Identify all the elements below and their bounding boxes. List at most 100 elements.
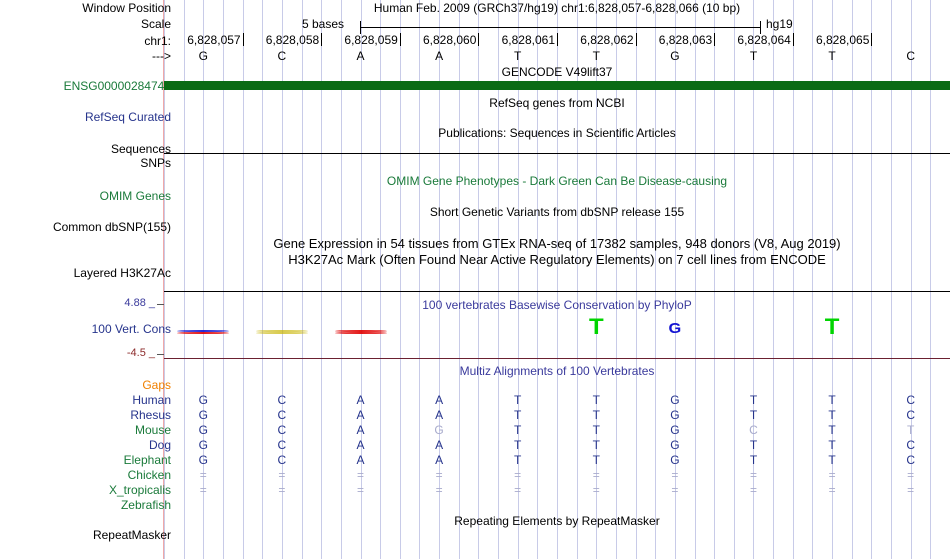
conservation-logo-letter[interactable]: T xyxy=(824,314,840,340)
species-label-chicken[interactable]: Chicken xyxy=(127,468,171,482)
gtex-track-title[interactable]: Gene Expression in 54 tissues from GTEx … xyxy=(273,236,841,251)
conservation-track-label[interactable]: 100 Vert. Cons xyxy=(91,322,171,336)
alignment-base: = xyxy=(671,483,679,497)
alignment-base: G xyxy=(670,423,680,437)
species-label-x_tropicalis[interactable]: X_tropicalis xyxy=(108,483,171,497)
alignment-base: T xyxy=(592,453,600,467)
alignment-base: G xyxy=(670,438,680,452)
alignment-base: T xyxy=(828,438,836,452)
conservation-flat-mark[interactable] xyxy=(255,330,308,332)
species-label-dog[interactable]: Dog xyxy=(148,438,171,452)
alignment-row[interactable]: = = = = = = = = = = xyxy=(164,469,950,481)
ruler-tick-mark xyxy=(792,33,794,46)
alignment-base: T xyxy=(592,408,600,422)
alignment-base: T xyxy=(749,408,758,422)
publications-sequences-label[interactable]: Sequences xyxy=(110,142,171,156)
alignment-base: C xyxy=(277,393,287,407)
conservation-flat-mark[interactable] xyxy=(255,332,308,334)
alignment-base: T xyxy=(514,423,522,437)
multiz-track-title[interactable]: Multiz Alignments of 100 Vertebrates xyxy=(459,364,655,378)
refseq-track-label[interactable]: RefSeq Curated xyxy=(84,110,171,124)
alignment-base: = xyxy=(592,468,600,482)
omim-track-title[interactable]: OMIM Gene Phenotypes - Dark Green Can Be… xyxy=(386,174,728,188)
h3k27ac-track-label[interactable]: Layered H3K27Ac xyxy=(73,266,171,280)
alignment-base: T xyxy=(592,393,600,407)
alignment-base: C xyxy=(906,438,916,452)
alignment-base: T xyxy=(514,408,522,422)
species-label-human[interactable]: Human xyxy=(132,393,171,407)
repeatmasker-track-title[interactable]: Repeating Elements by RepeatMasker xyxy=(454,514,660,528)
alignment-base: G xyxy=(198,453,208,467)
alignment-base: = xyxy=(278,483,286,497)
ruler-tick-mark xyxy=(399,33,401,46)
publications-track-title[interactable]: Publications: Sequences in Scientific Ar… xyxy=(438,126,676,140)
reference-base: C xyxy=(906,49,916,63)
ruler-tick-mark xyxy=(635,33,637,46)
track-separator-rule xyxy=(164,153,950,154)
scale-bar-text: 5 bases xyxy=(302,17,345,31)
conservation-track-title[interactable]: 100 vertebrates Basewise Conservation by… xyxy=(422,298,692,312)
alignment-base: = xyxy=(514,468,522,482)
conservation-logo-letter[interactable]: G xyxy=(668,320,682,338)
gencode-track-title[interactable]: GENCODE V49lift37 xyxy=(501,65,613,79)
ruler-tick-mark xyxy=(871,33,873,46)
reference-base: C xyxy=(277,49,287,63)
h3k27ac-track-title[interactable]: H3K27Ac Mark (Often Found Near Active Re… xyxy=(288,252,826,267)
reference-base: A xyxy=(356,49,365,63)
alignment-base: = xyxy=(435,483,443,497)
repeatmasker-track-label[interactable]: RepeatMasker xyxy=(92,528,171,542)
alignment-base: G xyxy=(670,453,680,467)
conservation-flat-mark[interactable] xyxy=(177,330,230,332)
dbsnp-track-title[interactable]: Short Genetic Variants from dbSNP releas… xyxy=(429,205,685,219)
alignment-base: G xyxy=(198,408,208,422)
alignment-base: = xyxy=(356,483,364,497)
species-label-zebrafish[interactable]: Zebrafish xyxy=(120,498,171,512)
reference-base: T xyxy=(514,49,522,63)
ruler-tick-mark xyxy=(478,33,480,46)
ruler-tick-label: 6,828,065 xyxy=(816,33,870,47)
alignment-row[interactable]: = = = = = = = = = = xyxy=(164,484,950,496)
species-label-elephant[interactable]: Elephant xyxy=(123,453,171,467)
alignment-base: = xyxy=(514,483,522,497)
conservation-top-rule xyxy=(164,291,950,292)
conservation-flat-mark[interactable] xyxy=(334,332,387,334)
alignment-base: C xyxy=(749,423,758,437)
dbsnp-track-label[interactable]: Common dbSNP(155) xyxy=(52,220,171,234)
alignment-base: T xyxy=(514,438,522,452)
gencode-gene-bar[interactable] xyxy=(164,81,950,90)
scale-label: Scale xyxy=(140,17,171,31)
ruler-tick-label: 6,828,063 xyxy=(658,33,713,47)
strand-arrow-label: ---> xyxy=(152,49,171,63)
conservation-axis-tick-min xyxy=(157,354,164,355)
alignment-base: C xyxy=(277,438,287,452)
conservation-flat-mark[interactable] xyxy=(177,332,230,334)
alignment-base: T xyxy=(749,438,758,452)
alignment-base: = xyxy=(828,483,836,497)
coordinate-ruler[interactable]: 6,828,057 6,828,058 6,828,059 6,828,060 6,82… xyxy=(164,33,950,47)
omim-track-label[interactable]: OMIM Genes xyxy=(99,189,171,203)
species-label-rhesus[interactable]: Rhesus xyxy=(130,408,171,422)
species-label-mouse[interactable]: Mouse xyxy=(134,423,171,437)
conservation-logo-letter[interactable]: T xyxy=(588,314,604,340)
gencode-gene-label[interactable]: ENSG00000284744 xyxy=(63,79,171,93)
ruler-tick-label: 6,828,061 xyxy=(501,33,555,47)
publications-snps-label[interactable]: SNPs xyxy=(140,156,171,170)
alignment-base: = xyxy=(199,468,207,482)
alignment-base: A xyxy=(435,453,444,467)
reference-base: T xyxy=(749,49,758,63)
refseq-track-title[interactable]: RefSeq genes from NCBI xyxy=(489,96,625,110)
alignment-base: T xyxy=(514,453,522,467)
alignment-base: C xyxy=(906,393,916,407)
alignment-base: C xyxy=(277,408,287,422)
alignment-row[interactable] xyxy=(164,499,950,511)
scale-tick-right xyxy=(760,21,761,34)
track-left-boundary xyxy=(163,0,164,559)
conservation-flat-mark[interactable] xyxy=(334,330,387,332)
